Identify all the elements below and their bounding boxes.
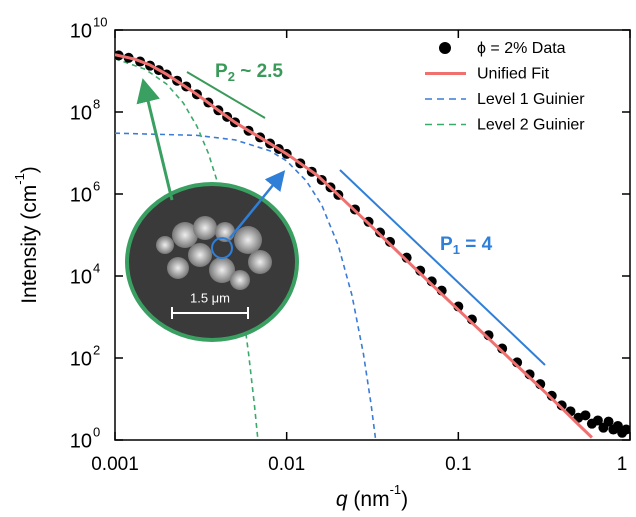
x-label-var: q xyxy=(336,488,348,511)
annotation-sub: 1 xyxy=(453,242,460,257)
y-tick-label: 10 xyxy=(70,266,92,288)
y-label-end: ) xyxy=(18,166,41,173)
x-tick-label: 0.01 xyxy=(268,454,305,475)
slope-line xyxy=(186,71,266,119)
plot-frame xyxy=(114,29,631,441)
arrow xyxy=(136,78,174,201)
legend-label: Level 2 Guinier xyxy=(477,117,585,134)
x-tick-label: 1 xyxy=(617,454,628,475)
legend-label: Unified Fit xyxy=(477,66,550,83)
y-label-text: Intensity (cm xyxy=(18,185,41,304)
y-tick-label: 10 xyxy=(70,20,92,42)
fit-line xyxy=(115,53,593,439)
series-group xyxy=(115,50,630,440)
annotation-text: ~ 2.5 xyxy=(235,61,283,82)
annotation-sub: 2 xyxy=(228,69,235,84)
scale-label: 1.5 μm xyxy=(190,290,230,305)
data-point xyxy=(375,227,386,238)
y-tick-label: 10 xyxy=(70,430,92,452)
y-tick-exponent: 8 xyxy=(93,96,100,111)
data-point xyxy=(546,390,557,401)
arrow xyxy=(229,170,286,239)
legend-label: Level 1 Guinier xyxy=(477,91,585,108)
x-axis-label: q (nm-1) xyxy=(336,482,408,510)
slope-line xyxy=(339,169,546,366)
data-point xyxy=(621,424,630,435)
x-label-sup: -1 xyxy=(390,482,402,497)
x-label-end: ) xyxy=(401,488,408,511)
data-point xyxy=(592,415,603,426)
y-tick-exponent: 4 xyxy=(93,260,100,275)
data-point xyxy=(401,252,412,263)
inset: 1.5 μm xyxy=(125,182,299,342)
annotation-base: P xyxy=(440,234,453,255)
x-label-text: (nm xyxy=(348,488,390,511)
y-tick-label: 10 xyxy=(70,102,92,124)
y-tick-exponent: 10 xyxy=(93,14,107,29)
data-point xyxy=(603,416,614,427)
y-label-sup: -1 xyxy=(12,173,27,185)
x-tick-label: 0.001 xyxy=(91,454,139,475)
x-tick-label: 0.1 xyxy=(445,454,471,475)
y-tick-exponent: 6 xyxy=(93,178,100,193)
slope-annotation: P1 = 4 xyxy=(440,234,493,257)
y-tick-label: 10 xyxy=(70,348,92,370)
y-tick-label: 10 xyxy=(70,184,92,206)
legend-label: ϕ = 2% Data xyxy=(477,40,566,57)
annotation-base: P xyxy=(215,61,228,82)
y-axis-label: Intensity (cm-1) xyxy=(12,166,40,304)
y-tick-exponent: 0 xyxy=(93,424,100,439)
data-point xyxy=(580,410,591,421)
annotation-text: = 4 xyxy=(460,234,493,255)
slope-annotation: P2 ~ 2.5 xyxy=(215,61,283,84)
legend-marker xyxy=(439,42,451,54)
data-point xyxy=(415,265,426,276)
data-point xyxy=(385,236,396,247)
guinier-line xyxy=(115,132,377,440)
y-tick-exponent: 2 xyxy=(93,342,100,357)
data-point xyxy=(556,400,567,411)
